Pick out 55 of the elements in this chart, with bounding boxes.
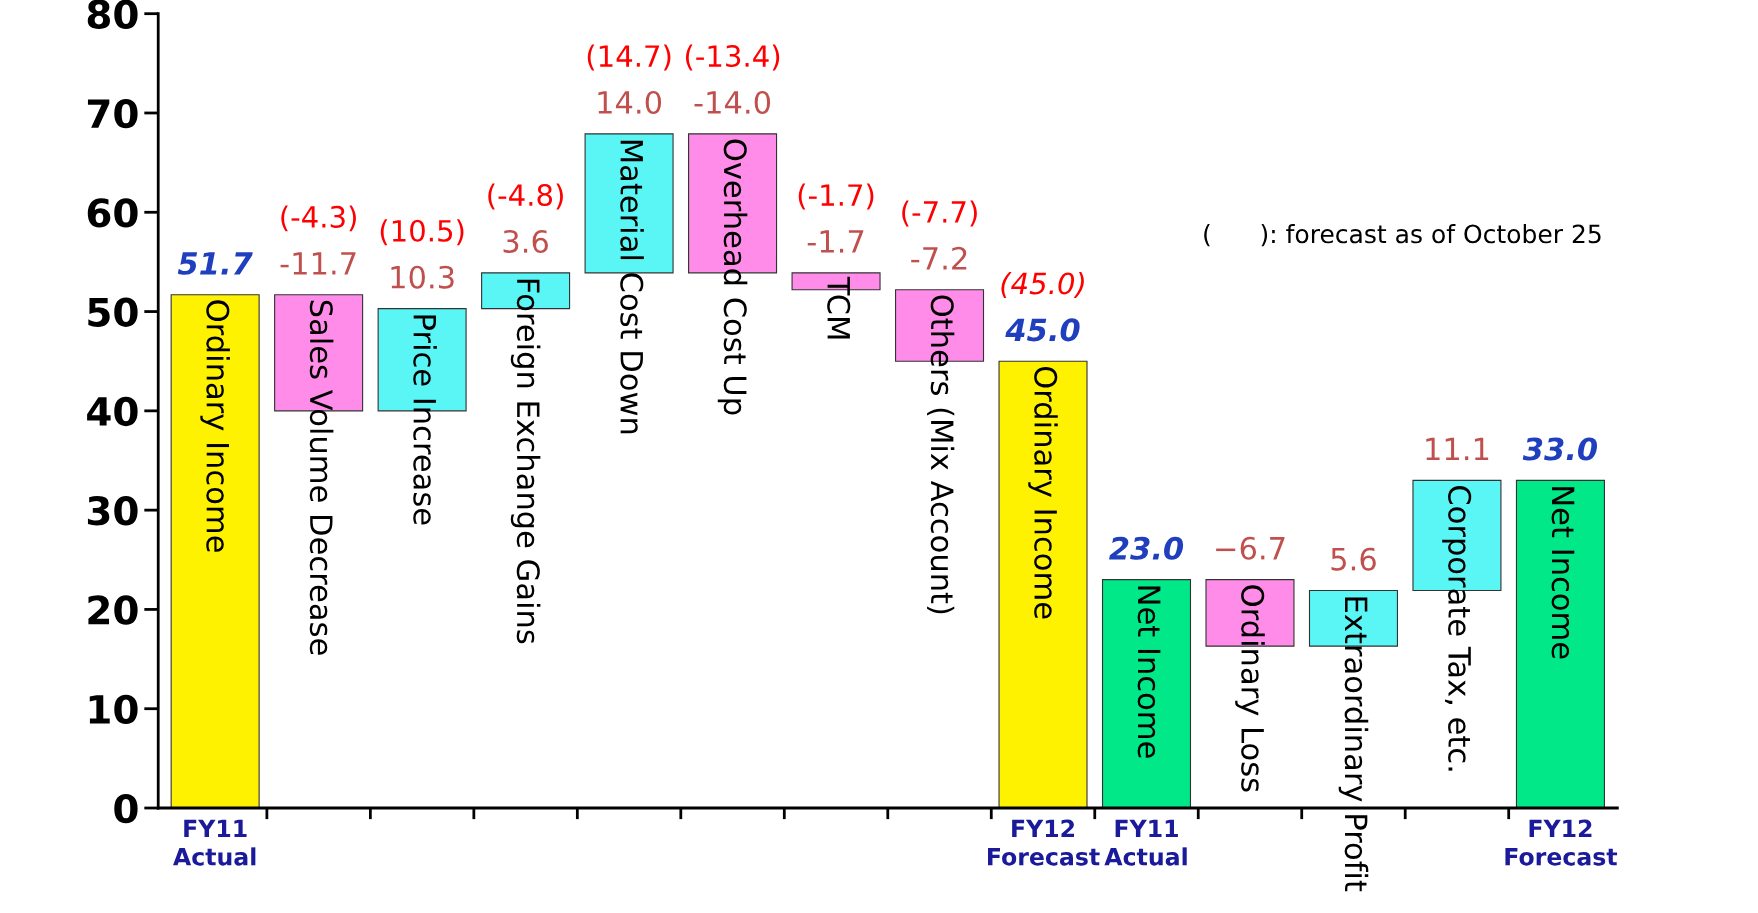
data-label: 23.0 — [1109, 536, 1184, 560]
data-label: 5.6 — [1331, 547, 1376, 571]
x-tick-label: Others (Mix Account) — [927, 295, 955, 614]
y-tick-label: 50 — [88, 297, 138, 327]
annotation: ( ): forecast as of October 25 — [1204, 224, 1601, 247]
y-tick-label: 40 — [87, 396, 138, 427]
data-label: 10.3 — [391, 265, 454, 289]
x-tick-label: Net Income — [1137, 586, 1161, 758]
y-tick-label: 10 — [89, 694, 138, 725]
data-label: 51.7 — [177, 252, 253, 275]
data-label: -11.7 — [280, 252, 356, 275]
x-tick-label: Price Increase — [413, 315, 437, 525]
y-tick-label: 0 — [114, 793, 138, 824]
annotation: (-1.7) — [798, 183, 874, 210]
annotation: (-4.3) — [281, 205, 356, 232]
annotation: (-4.8) — [488, 183, 563, 210]
data-label: -1.7 — [807, 230, 864, 253]
data-label: 3.6 — [503, 229, 548, 254]
y-tick-label: 80 — [87, 0, 138, 30]
y-tick-label: 20 — [88, 595, 138, 625]
x-tick-label: Overhead Cost Up — [717, 139, 748, 415]
x-tick-label: Ordinary Loss — [1235, 585, 1265, 792]
x-tick-label: TCM — [827, 276, 851, 339]
annotation: (-7.7) — [902, 200, 977, 227]
y-tick-label: 70 — [87, 98, 138, 129]
annotation: (45.0) — [1001, 271, 1084, 298]
annotation: (-13.4) — [685, 44, 780, 71]
annotation: (14.7) — [587, 44, 671, 71]
data-label: 45.0 — [1005, 318, 1080, 342]
text: FY12 Forecast — [988, 819, 1100, 866]
data-label: 11.1 — [1426, 437, 1489, 461]
annotation: (10.5) — [380, 219, 464, 246]
data-label: 14.0 — [598, 90, 662, 115]
x-tick-label: Ordinary Income — [1028, 366, 1058, 619]
x-tick-label: Extraordinary Profit — [1338, 597, 1369, 892]
data-label: −6.7 — [1216, 536, 1285, 560]
bar — [584, 133, 674, 274]
y-tick-label: 60 — [87, 198, 138, 228]
data-label: -14.0 — [694, 90, 771, 115]
x-tick-label: Net Income — [1551, 487, 1575, 659]
text: FY11 Actual — [173, 819, 256, 866]
x-tick-label: Material Cost Down — [620, 140, 644, 434]
bar — [1515, 479, 1605, 808]
bar — [170, 294, 260, 808]
data-label: 33.0 — [1522, 437, 1598, 461]
x-tick-label: Ordinary Income — [200, 300, 230, 552]
bar — [1101, 579, 1192, 808]
x-tick-label: Foreign Exchange Gains — [510, 279, 541, 644]
text: FY11 Actual — [1104, 819, 1187, 866]
x-tick-label: Sales Volume Decrease — [309, 300, 334, 655]
y-tick-label: 30 — [87, 496, 138, 526]
text: FY12 Forecast — [1505, 819, 1618, 866]
data-label: -7.2 — [911, 246, 967, 270]
bar — [998, 360, 1088, 808]
x-tick-label: Corporate Tax, etc. — [1442, 486, 1472, 771]
